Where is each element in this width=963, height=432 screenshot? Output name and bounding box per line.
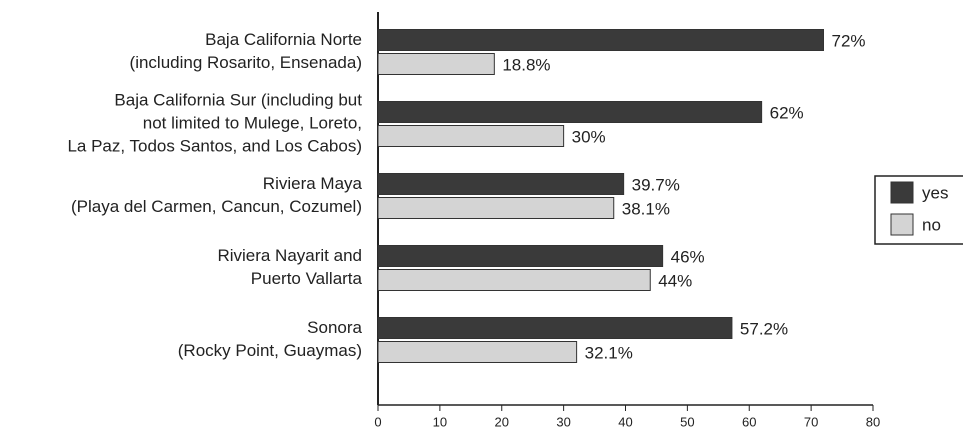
value-label: 18.8% [502, 55, 550, 74]
value-label: 72% [832, 31, 866, 50]
category-label: (including Rosarito, Ensenada) [130, 53, 362, 72]
value-label: 39.7% [632, 175, 680, 194]
value-label: 32.1% [585, 343, 633, 362]
bar [377, 53, 495, 75]
bar [377, 269, 651, 291]
category-label: La Paz, Todos Santos, and Los Cabos) [67, 136, 362, 155]
x-tick-label: 40 [618, 414, 632, 429]
category-label: Riviera Nayarit and [217, 246, 362, 265]
category-label: (Playa del Carmen, Cancun, Cozumel) [71, 197, 362, 216]
legend-label: no [922, 215, 941, 234]
value-label: 46% [671, 247, 705, 266]
value-label: 38.1% [622, 199, 670, 218]
legend-swatch [890, 181, 914, 204]
x-tick-label: 70 [804, 414, 818, 429]
x-tick-label: 30 [556, 414, 570, 429]
value-label: 30% [572, 127, 606, 146]
legend-label: yes [922, 183, 948, 202]
x-tick-label: 20 [495, 414, 509, 429]
value-label: 57.2% [740, 319, 788, 338]
category-label: Riviera Maya [263, 174, 363, 193]
bar [377, 101, 763, 123]
x-tick-label: 80 [866, 414, 880, 429]
value-label: 44% [658, 271, 692, 290]
category-label: Baja California Norte [205, 30, 362, 49]
legend-box [874, 175, 963, 245]
bar [377, 197, 615, 219]
category-label: Baja California Sur (including but [114, 90, 362, 109]
category-label: Puerto Vallarta [251, 269, 363, 288]
value-label: 62% [770, 103, 804, 122]
bar [377, 245, 664, 267]
x-tick-label: 10 [433, 414, 447, 429]
bar [377, 29, 824, 51]
category-label: Sonora [307, 318, 362, 337]
bar [377, 173, 625, 195]
x-tick-label: 0 [374, 414, 381, 429]
bar [377, 125, 565, 147]
category-label: (Rocky Point, Guaymas) [178, 341, 362, 360]
x-tick-label: 60 [742, 414, 756, 429]
x-tick-label: 50 [680, 414, 694, 429]
bar [377, 317, 733, 339]
bar [377, 341, 578, 363]
category-label: not limited to Mulege, Loreto, [143, 113, 362, 132]
legend-swatch [890, 213, 914, 236]
